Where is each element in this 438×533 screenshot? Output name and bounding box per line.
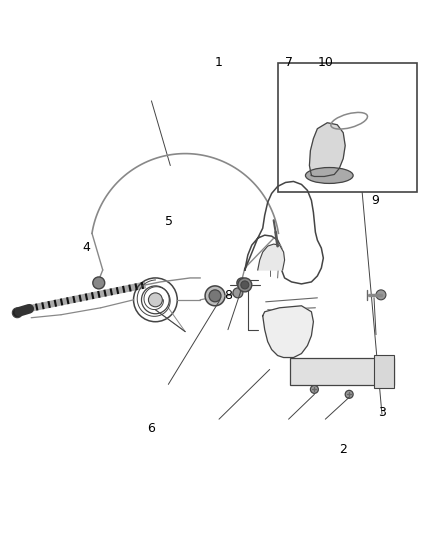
Ellipse shape: [305, 167, 353, 183]
Bar: [290, 358, 394, 385]
Circle shape: [237, 278, 247, 288]
Circle shape: [148, 293, 162, 307]
Circle shape: [205, 286, 225, 306]
Circle shape: [345, 390, 353, 398]
Text: 5: 5: [165, 215, 173, 228]
Circle shape: [354, 367, 364, 376]
Text: 7: 7: [285, 56, 293, 69]
Circle shape: [283, 333, 293, 343]
Circle shape: [376, 290, 386, 300]
Polygon shape: [245, 181, 323, 284]
Circle shape: [311, 385, 318, 393]
Circle shape: [93, 277, 105, 289]
Circle shape: [279, 330, 296, 345]
Text: 8: 8: [224, 289, 232, 302]
Polygon shape: [263, 306, 314, 358]
Circle shape: [324, 367, 334, 376]
Bar: [278, 63, 417, 192]
Circle shape: [304, 367, 314, 376]
Polygon shape: [258, 244, 285, 270]
Circle shape: [241, 281, 249, 289]
Circle shape: [233, 288, 243, 298]
Text: 10: 10: [318, 56, 334, 69]
Circle shape: [12, 308, 22, 318]
Polygon shape: [309, 123, 345, 176]
Text: 2: 2: [339, 443, 347, 456]
Bar: [374, 354, 394, 389]
Text: 3: 3: [378, 406, 386, 419]
Circle shape: [238, 278, 252, 292]
Text: 6: 6: [148, 422, 155, 435]
Circle shape: [209, 290, 221, 302]
Text: 4: 4: [82, 241, 90, 254]
Text: 1: 1: [215, 56, 223, 69]
Text: 9: 9: [372, 193, 380, 207]
